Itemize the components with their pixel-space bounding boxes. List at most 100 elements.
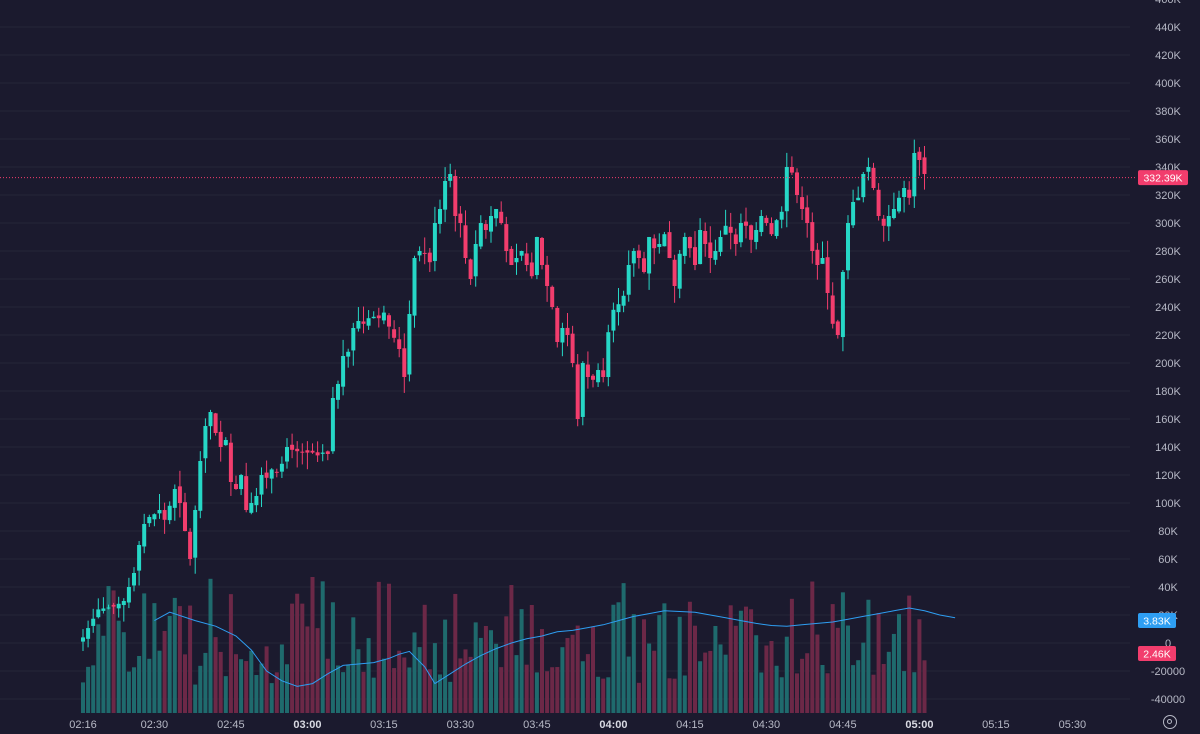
volume-bar <box>81 682 85 713</box>
candle-body <box>779 211 784 220</box>
volume-bar <box>453 593 458 713</box>
candle-body <box>91 618 96 626</box>
candle-body <box>106 607 111 609</box>
volume-bar <box>295 593 300 713</box>
candle-body <box>718 237 723 252</box>
volume-bar <box>514 655 519 713</box>
volume-bar <box>560 647 565 713</box>
volume-bar <box>881 663 886 713</box>
candle-body <box>667 232 672 258</box>
candle-body <box>208 412 213 427</box>
price-tick-label: 0 <box>1165 638 1171 650</box>
candle-body <box>438 209 442 224</box>
volume-ma-label: 3.83K <box>1143 616 1170 628</box>
candle-body <box>897 197 901 212</box>
candle-body <box>157 510 162 514</box>
volume-bar <box>789 598 794 713</box>
volume-bar <box>254 675 259 713</box>
volume-bar <box>336 665 340 713</box>
candle-body <box>458 213 463 223</box>
candle-body <box>494 209 499 219</box>
volume-bar <box>815 634 820 713</box>
time-tick-label: 03:30 <box>447 719 475 731</box>
candle-body <box>631 251 636 264</box>
candle-body <box>805 207 810 223</box>
candle-body <box>310 450 315 453</box>
candle-body <box>193 510 198 558</box>
candle-body <box>407 314 412 375</box>
price-tick-label: 60K <box>1158 554 1178 566</box>
candle-body <box>101 608 106 611</box>
candle-body <box>886 216 891 227</box>
volume-bar <box>575 625 580 713</box>
candle-body <box>545 264 550 286</box>
volume-bar <box>320 581 325 713</box>
price-tick-label: 460K <box>1155 0 1181 6</box>
price-tick-label: 240K <box>1155 302 1181 314</box>
volume-bar <box>361 671 366 713</box>
volume-bar <box>218 651 223 713</box>
price-tick-label: 360K <box>1155 134 1181 146</box>
volume-bar <box>657 615 662 713</box>
volume-bar <box>662 603 667 713</box>
time-tick-label: 03:45 <box>523 719 551 731</box>
price-tick-label: 420K <box>1155 50 1181 62</box>
volume-bar <box>642 619 646 713</box>
candle-body <box>575 364 580 419</box>
volume-bar <box>371 677 376 713</box>
volume-bar <box>407 667 412 713</box>
volume-bar <box>596 676 601 713</box>
candle-body <box>733 234 738 244</box>
candle-body <box>749 225 754 240</box>
volume-bar <box>922 660 927 713</box>
candle-body <box>269 469 274 479</box>
volume-bar <box>499 667 504 713</box>
candle-body <box>846 223 850 271</box>
candle-body <box>560 328 565 343</box>
volume-bar <box>759 672 764 713</box>
candle-body <box>152 514 157 520</box>
volume-bar <box>652 650 657 713</box>
volume-bar <box>851 665 856 713</box>
volume-bar <box>458 658 463 713</box>
volume-bar <box>601 678 606 713</box>
volume-bar <box>565 638 570 713</box>
volume-bar <box>381 658 386 713</box>
chart-settings-icon[interactable] <box>1163 715 1177 729</box>
volume-bar <box>443 619 448 713</box>
candle-body <box>361 321 366 324</box>
candle-body <box>754 230 759 242</box>
volume-bar <box>412 632 417 713</box>
volume-bar <box>647 643 652 713</box>
time-tick-label: 04:30 <box>753 719 781 731</box>
candle-body <box>708 242 713 258</box>
volume-bar <box>183 654 187 713</box>
volume-bar <box>555 667 560 713</box>
price-tick-label: 180K <box>1155 386 1181 398</box>
candle-body <box>744 221 748 226</box>
candle-body <box>519 251 524 256</box>
volume-bar <box>228 594 233 713</box>
candle-body <box>662 234 667 247</box>
candle-body <box>468 259 473 279</box>
volume-bar <box>101 635 106 713</box>
volume-bar <box>550 667 555 713</box>
volume-bar <box>259 663 264 713</box>
volume-bar <box>570 634 575 713</box>
volume-bar <box>616 602 621 713</box>
candle-body <box>601 370 606 377</box>
candle-body <box>320 452 325 454</box>
volume-bar <box>249 650 254 713</box>
volume-bar <box>667 678 672 713</box>
volume-bar <box>708 650 713 713</box>
price-axis: 460K440K420K400K380K360K340K320K300K280K… <box>1151 0 1185 706</box>
candle-body <box>244 476 249 510</box>
candle-body <box>254 496 259 506</box>
volume-bar <box>876 612 881 713</box>
price-tick-label: -40000 <box>1151 694 1185 706</box>
volume-bar <box>366 638 371 713</box>
volume-bar <box>142 593 147 713</box>
candle-body <box>902 188 907 198</box>
volume-bar <box>132 667 136 713</box>
